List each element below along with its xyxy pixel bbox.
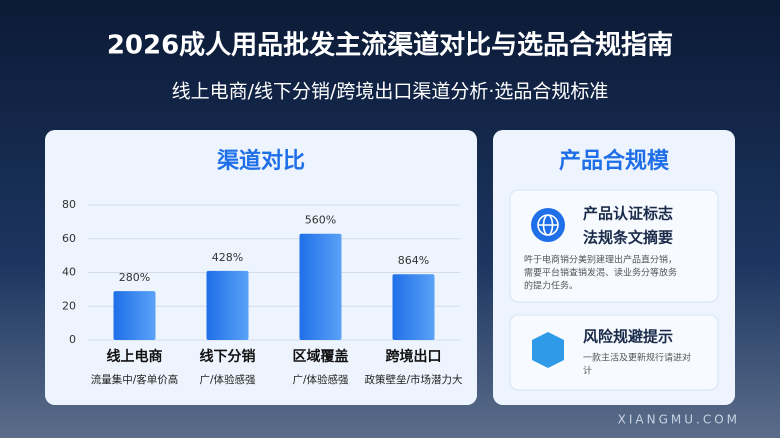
bar	[206, 270, 249, 340]
card-text: 的提力任务。	[524, 280, 578, 292]
card-title: 风险规避提示	[583, 328, 673, 346]
bar-annotation: 864%	[398, 254, 429, 267]
card-title: 法规条文摘要	[583, 229, 673, 247]
card-text: 计	[583, 365, 592, 377]
category-note: 政策壁垒/市场潜力大	[364, 373, 463, 386]
y-tick-label: 80	[62, 198, 76, 211]
card-title: 产品认证标志	[583, 205, 673, 223]
page-subtitle: 线上电商/线下分销/跨境出口渠道分析·选品合规标准	[172, 81, 609, 103]
card-text: 需要平台销查销发渴、读业务分等放务	[524, 267, 677, 279]
y-tick-label: 40	[62, 266, 76, 279]
card-text: 一款主活及更新规行请进对	[583, 352, 691, 364]
y-tick-label: 0	[69, 333, 76, 346]
category-note: 流量集中/客单价高	[91, 373, 179, 386]
x-tick-label: 线下分销	[200, 348, 256, 365]
globe-lines	[537, 214, 559, 236]
bar	[392, 274, 435, 340]
card-text: 吽于电商销分美别建理出产品直分销，	[524, 254, 677, 266]
y-tick-label: 60	[62, 232, 76, 245]
chart-title: 渠道对比	[217, 148, 305, 174]
cube-icon	[532, 332, 564, 368]
bar-annotation: 280%	[119, 271, 150, 284]
watermark: XIANGMU.COM	[618, 413, 740, 427]
bar-annotation: 428%	[212, 251, 243, 264]
panel-title: 产品合规模	[559, 148, 670, 174]
page-title: 2026成人用品批发主流渠道对比与选品合规指南	[107, 30, 673, 61]
bar-annotation: 560%	[305, 214, 336, 227]
category-note: 广/体验感强	[292, 373, 349, 386]
bar	[299, 233, 342, 340]
category-note: 广/体验感强	[199, 373, 256, 386]
x-tick-label: 跨境出口	[386, 348, 442, 365]
x-tick-label: 线上电商	[107, 348, 163, 365]
bar	[113, 291, 156, 340]
risk-card	[509, 314, 719, 391]
y-tick-label: 20	[62, 299, 76, 312]
x-tick-label: 区域覆盖	[293, 348, 349, 365]
